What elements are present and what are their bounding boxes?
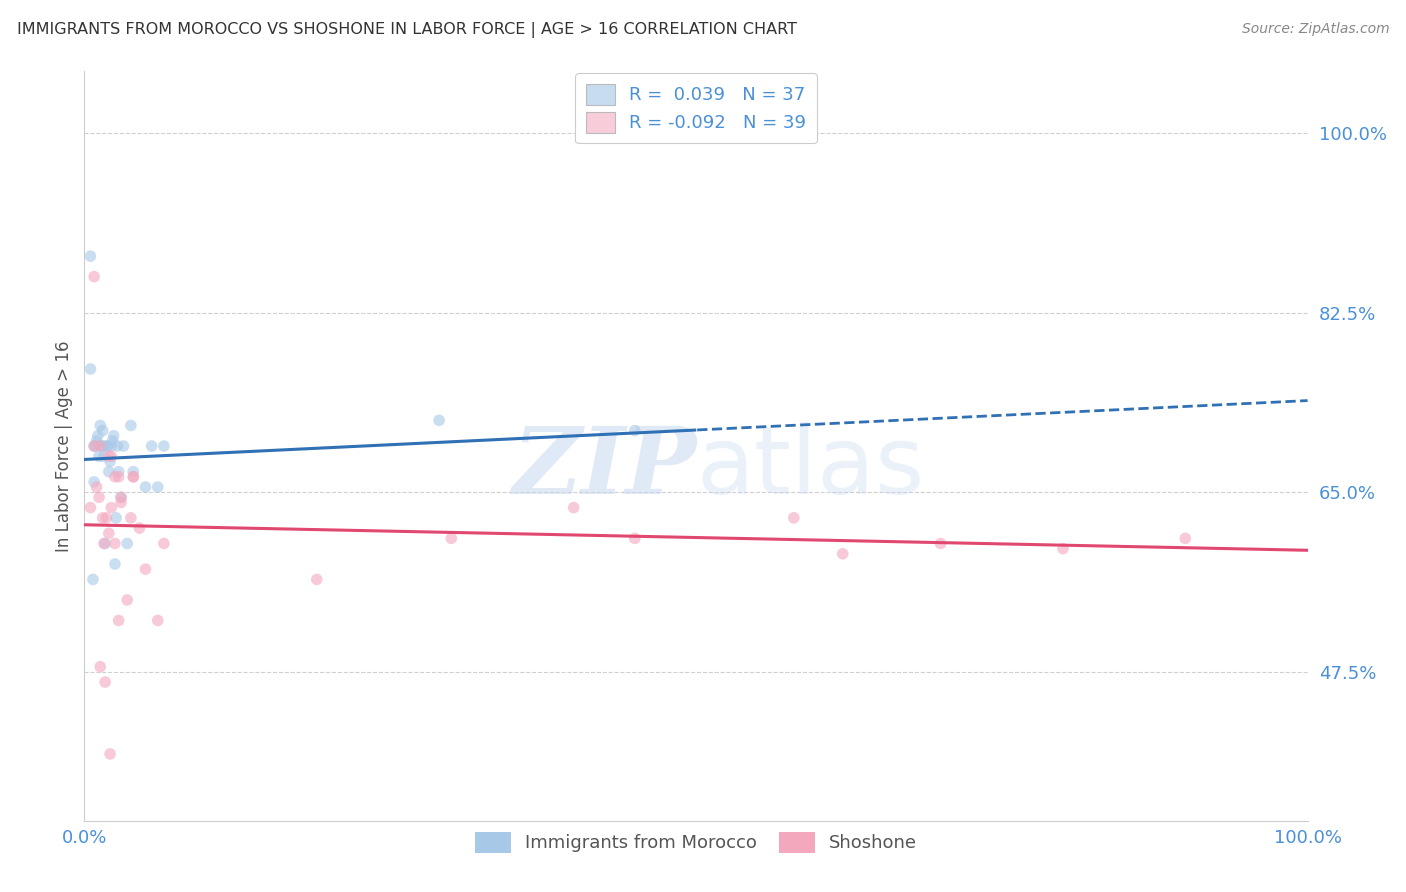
Point	[135, 562, 157, 576]
Point	[440, 532, 463, 546]
Point	[91, 424, 114, 438]
Point	[100, 450, 122, 464]
Point	[112, 439, 135, 453]
Point	[104, 470, 127, 484]
Point	[93, 536, 115, 550]
Point	[105, 439, 128, 453]
Point	[89, 659, 111, 673]
Point	[83, 269, 105, 284]
Point	[122, 470, 145, 484]
Point	[98, 747, 121, 761]
Point	[101, 434, 124, 448]
Point	[97, 465, 120, 479]
Point	[93, 450, 115, 464]
Point	[87, 450, 110, 464]
Point	[122, 470, 145, 484]
Point	[98, 454, 121, 468]
Point	[103, 428, 125, 442]
Text: IMMIGRANTS FROM MOROCCO VS SHOSHONE IN LABOR FORCE | AGE > 16 CORRELATION CHART: IMMIGRANTS FROM MOROCCO VS SHOSHONE IN L…	[17, 22, 797, 38]
Point	[128, 521, 150, 535]
Point	[929, 536, 952, 550]
Point	[146, 614, 169, 628]
Point	[97, 450, 120, 464]
Point	[79, 500, 101, 515]
Point	[87, 491, 110, 505]
Point	[135, 480, 157, 494]
Point	[100, 500, 122, 515]
Point	[562, 500, 585, 515]
Point	[115, 593, 138, 607]
Point	[100, 439, 122, 453]
Point	[94, 675, 117, 690]
Point	[83, 475, 105, 489]
Legend: Immigrants from Morocco, Shoshone: Immigrants from Morocco, Shoshone	[475, 832, 917, 853]
Point	[79, 362, 101, 376]
Point	[89, 418, 111, 433]
Point	[141, 439, 163, 453]
Point	[104, 557, 127, 571]
Point	[115, 536, 138, 550]
Point	[831, 547, 853, 561]
Point	[97, 526, 120, 541]
Point	[107, 470, 129, 484]
Point	[107, 465, 129, 479]
Point	[96, 439, 118, 453]
Point	[305, 573, 328, 587]
Point	[82, 573, 104, 587]
Point	[96, 511, 118, 525]
Text: Source: ZipAtlas.com: Source: ZipAtlas.com	[1241, 22, 1389, 37]
Point	[87, 428, 110, 442]
Point	[120, 511, 142, 525]
Point	[83, 439, 105, 453]
Point	[110, 491, 132, 505]
Point	[624, 532, 647, 546]
Point	[79, 249, 101, 263]
Point	[146, 480, 169, 494]
Point	[153, 439, 176, 453]
Point	[84, 439, 107, 453]
Point	[89, 439, 111, 453]
Point	[107, 614, 129, 628]
Point	[1052, 541, 1074, 556]
Point	[427, 413, 450, 427]
Text: ZIP: ZIP	[512, 424, 696, 514]
Point	[624, 424, 647, 438]
Point	[94, 536, 117, 550]
Point	[105, 511, 128, 525]
Text: atlas: atlas	[696, 423, 924, 515]
Point	[86, 480, 108, 494]
Point	[110, 491, 132, 505]
Point	[104, 536, 127, 550]
Point	[1174, 532, 1197, 546]
Point	[153, 536, 176, 550]
Point	[91, 439, 114, 453]
Point	[783, 511, 806, 525]
Point	[120, 418, 142, 433]
Y-axis label: In Labor Force | Age > 16: In Labor Force | Age > 16	[55, 340, 73, 552]
Point	[97, 439, 120, 453]
Point	[86, 434, 108, 448]
Point	[110, 495, 132, 509]
Point	[91, 511, 114, 525]
Point	[83, 439, 105, 453]
Point	[122, 465, 145, 479]
Point	[90, 439, 112, 453]
